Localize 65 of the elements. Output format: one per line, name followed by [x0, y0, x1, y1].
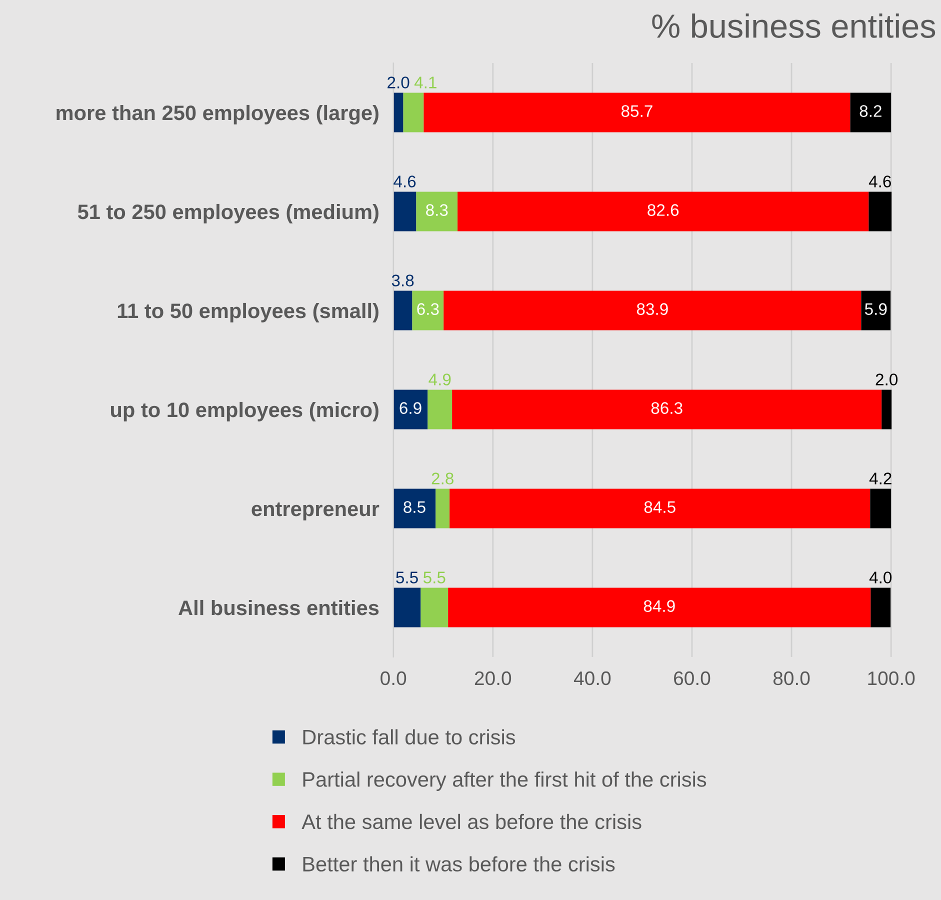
bar	[393, 488, 436, 528]
data-label: 4.0	[869, 572, 892, 584]
bar	[882, 390, 892, 430]
bar	[444, 290, 862, 330]
bar	[393, 192, 416, 232]
legend-label: Drastic fall due to crisis	[303, 729, 516, 745]
data-label: 8.2	[860, 105, 882, 117]
x-tick-label: 100.0	[868, 671, 915, 686]
data-label: 2.8	[432, 472, 454, 484]
data-label: 84.5	[644, 501, 676, 513]
bar	[870, 488, 892, 528]
y-tick-label: up to 10 employees (micro)	[111, 402, 378, 422]
legend-label: Partial recovery after the first hit of the crisis	[303, 772, 706, 791]
bar	[420, 588, 448, 628]
data-label: 6.3	[417, 303, 439, 315]
bar	[393, 92, 404, 132]
data-label: 6.9	[400, 402, 422, 414]
data-label: 86.3	[651, 402, 682, 414]
data-label: 82.6	[648, 204, 679, 216]
data-label: 85.7	[621, 105, 652, 117]
data-label: 2.0	[388, 76, 410, 88]
data-label: 5.5	[396, 572, 418, 584]
legend-label: At the same level as before the crisis	[302, 814, 642, 830]
data-label: 8.3	[426, 204, 448, 216]
bar	[393, 588, 421, 628]
data-label: 4.9	[428, 374, 451, 386]
legend-label: Better then it was before the crisis	[303, 856, 615, 872]
data-label: 4.2	[869, 472, 892, 484]
y-tick-label: more than 250 employees (large)	[56, 104, 378, 124]
bar	[452, 390, 882, 430]
data-label: 5.5	[423, 572, 446, 584]
bar	[450, 488, 870, 528]
bar	[436, 488, 450, 528]
y-tick-label: All business entities	[178, 600, 379, 616]
bar	[870, 588, 891, 628]
x-tick-label: 80.0	[773, 671, 810, 686]
data-label: 84.9	[644, 600, 675, 612]
bar	[868, 192, 892, 232]
data-label: 2.0	[876, 374, 898, 386]
data-label: 83.9	[636, 303, 668, 315]
bar	[393, 290, 412, 330]
x-tick-label: 0.0	[380, 671, 406, 686]
data-label: 4.1	[414, 76, 436, 88]
x-tick-label: 40.0	[574, 671, 611, 686]
x-tick-label: 20.0	[474, 671, 512, 686]
bar	[428, 390, 452, 430]
bar	[458, 192, 869, 232]
bar	[403, 92, 424, 132]
data-label: 4.6	[394, 176, 416, 188]
data-label: 3.8	[392, 274, 414, 286]
y-tick-label: 11 to 50 employees (small)	[118, 302, 378, 322]
data-label: 5.9	[864, 303, 887, 315]
y-tick-label: 51 to 250 employees (medium)	[78, 204, 378, 224]
bar	[861, 290, 891, 330]
y-tick-label: entrepreneur	[252, 502, 380, 520]
data-label: 4.6	[868, 176, 891, 188]
bar	[416, 192, 458, 232]
chart-title: % business entities	[652, 14, 936, 38]
data-label: 8.5	[404, 501, 426, 513]
bar	[424, 92, 850, 132]
bar	[448, 588, 871, 628]
bar	[412, 290, 444, 330]
x-tick-label: 60.0	[674, 671, 710, 686]
bar	[850, 92, 892, 132]
bar	[393, 390, 428, 430]
